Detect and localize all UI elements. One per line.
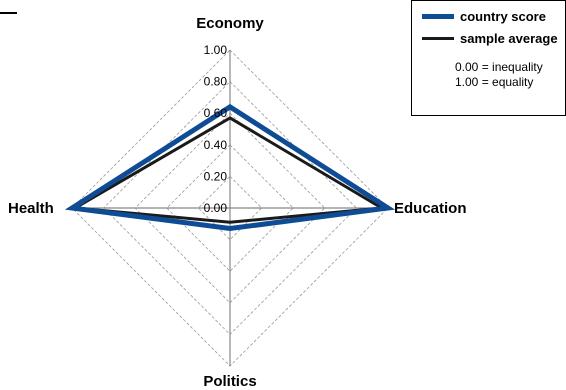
series-country-score	[64, 103, 396, 232]
axis-label-education: Education	[394, 200, 467, 217]
series	[64, 103, 396, 232]
tick-label-2: 0.40	[204, 138, 228, 152]
legend-note-inequality: 0.00 = inequality	[455, 60, 543, 74]
grid-ring-3	[134, 112, 326, 304]
legend-swatch-sample-average	[422, 37, 454, 40]
tick-label-0: 0.00	[204, 201, 228, 215]
tick-label-1: 0.20	[204, 169, 228, 183]
legend-item-sample-average: sample average	[422, 31, 558, 46]
legend-label-country-score: country score	[460, 9, 546, 24]
legend-note-equality: 1.00 = equality	[455, 75, 534, 89]
tick-label-5: 1.00	[204, 43, 228, 57]
tick-label-3: 0.60	[204, 106, 228, 120]
axis-label-politics: Politics	[203, 373, 256, 390]
legend-swatch-country-score	[422, 14, 454, 19]
axis-label-health: Health	[8, 200, 54, 217]
legend: country score sample average 0.00 = ineq…	[411, 0, 566, 116]
series-sample-average	[70, 116, 387, 224]
legend-item-country-score: country score	[422, 9, 546, 24]
axis-label-economy: Economy	[196, 15, 264, 32]
tick-labels: 0.00 0.20 0.40 0.60 0.80 1.00	[204, 43, 228, 215]
corner-mark	[0, 12, 17, 14]
grid-ring-2	[166, 144, 294, 272]
axes	[72, 50, 388, 366]
tick-label-4: 0.80	[204, 75, 228, 89]
legend-label-sample-average: sample average	[460, 31, 558, 46]
